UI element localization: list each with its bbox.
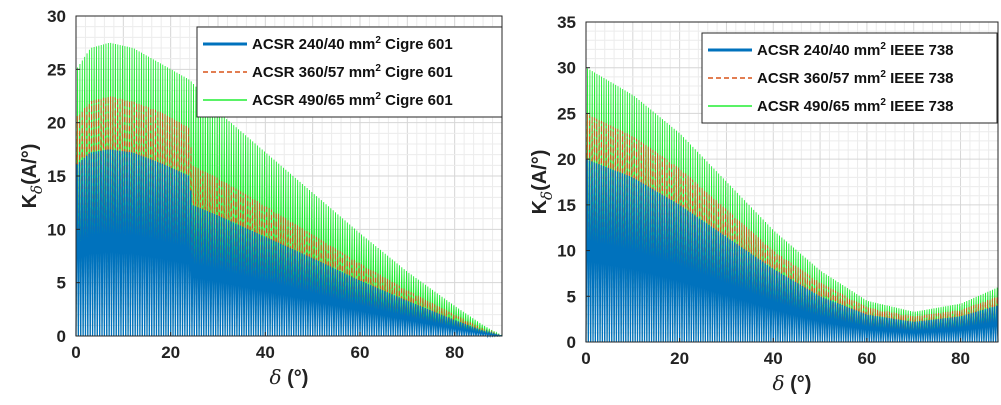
y-tick-label: 25 [557, 104, 576, 123]
x-tick-label: 20 [670, 349, 689, 368]
legend: ACSR 240/40 mm2 Cigre 601 ACSR 360/57 mm2… [196, 26, 503, 118]
chart-panel-right: 0 20 40 60 80 0 5 10 15 20 25 30 35 δ (°) Kδ(A/°) ACSR … [529, 13, 999, 395]
legend: ACSR 240/40 mm2 IEEE 738 ACSR 360/57 mm2 … [701, 32, 998, 124]
x-tick-label: 40 [764, 349, 783, 368]
legend-entry: ACSR 360/57 mm2 IEEE 738 [757, 69, 954, 87]
y-tick-label: 0 [57, 327, 66, 346]
y-tick-label: 20 [557, 150, 576, 169]
x-tick-label: 80 [951, 349, 970, 368]
y-tick-label: 10 [557, 242, 576, 261]
chart-panel-left: 0 20 40 60 80 0 5 10 15 20 25 30 δ (°) Kδ(A/°) ACSR 24… [19, 7, 503, 389]
y-tick-label: 10 [47, 220, 66, 239]
y-tick-label: 35 [557, 13, 576, 32]
axes-box [585, 21, 999, 343]
y-tick-label: 30 [557, 59, 576, 78]
y-tick-label: 25 [47, 60, 66, 79]
x-axis-label: δ (°) [270, 365, 309, 389]
y-tick-label: 15 [557, 196, 576, 215]
y-tick-label: 5 [57, 274, 66, 293]
x-tick-label: 80 [445, 343, 464, 362]
y-axis-label: Kδ(A/°) [19, 144, 46, 209]
x-axis-label: δ (°) [773, 371, 812, 395]
y-tick-label: 30 [47, 7, 66, 26]
y-tick-label: 15 [47, 167, 66, 186]
legend-entry: ACSR 360/57 mm2 Cigre 601 [252, 63, 453, 81]
x-tick-label: 0 [71, 343, 80, 362]
legend-entry: ACSR 490/65 mm2 Cigre 601 [252, 91, 453, 109]
x-tick-label: 60 [857, 349, 876, 368]
x-tick-label: 40 [256, 343, 275, 362]
y-tick-label: 0 [567, 333, 576, 352]
x-tick-label: 0 [581, 349, 590, 368]
legend-entry: ACSR 490/65 mm2 IEEE 738 [757, 97, 954, 115]
y-axis-label: Kδ(A/°) [529, 150, 556, 215]
y-tick-label: 5 [567, 287, 576, 306]
legend-entry: ACSR 240/40 mm2 Cigre 601 [252, 35, 453, 53]
x-tick-label: 60 [351, 343, 370, 362]
legend-entry: ACSR 240/40 mm2 IEEE 738 [757, 41, 954, 59]
x-tick-label: 20 [161, 343, 180, 362]
y-tick-label: 20 [47, 114, 66, 133]
